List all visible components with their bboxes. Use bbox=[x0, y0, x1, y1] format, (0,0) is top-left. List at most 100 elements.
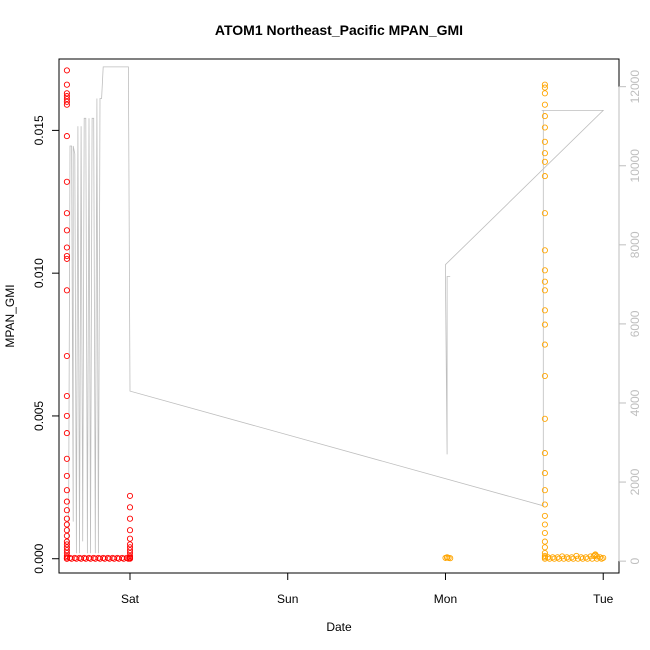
data-point bbox=[63, 538, 70, 545]
data-point bbox=[63, 541, 70, 548]
data-point bbox=[63, 67, 70, 74]
data-point bbox=[541, 81, 548, 88]
data-point bbox=[541, 84, 548, 91]
data-point bbox=[85, 554, 93, 561]
data-point bbox=[541, 113, 548, 120]
series-points-0 bbox=[63, 67, 134, 562]
data-point bbox=[546, 555, 553, 562]
data-point bbox=[63, 392, 70, 400]
data-point bbox=[63, 133, 70, 140]
data-point bbox=[541, 173, 548, 180]
data-point bbox=[541, 247, 548, 254]
chart-title: ATOM1 Northeast_Pacific MPAN_GMI bbox=[215, 22, 463, 38]
data-point bbox=[63, 178, 70, 185]
data-point bbox=[126, 547, 134, 554]
data-point bbox=[541, 101, 548, 108]
data-point bbox=[444, 554, 451, 561]
data-point bbox=[541, 278, 548, 285]
data-point bbox=[541, 150, 548, 157]
y2-tick-label: 4000 bbox=[628, 389, 642, 416]
data-point bbox=[592, 552, 599, 559]
data-point bbox=[63, 555, 70, 562]
data-point bbox=[76, 554, 83, 561]
data-point bbox=[100, 554, 107, 561]
data-point bbox=[63, 287, 70, 294]
data-point bbox=[63, 507, 70, 514]
series-layer bbox=[63, 66, 607, 562]
y2-tick-label: 6000 bbox=[628, 310, 642, 337]
y-tick-label: 0.000 bbox=[32, 543, 46, 573]
data-point bbox=[541, 372, 548, 380]
y2-axis: 0 2000 4000 6000 8000 10000 12000 bbox=[618, 70, 642, 564]
y2-tick-label: 2000 bbox=[628, 468, 642, 495]
y-tick-label: 0.005 bbox=[32, 401, 46, 431]
data-point bbox=[63, 549, 70, 557]
data-point bbox=[541, 544, 548, 551]
data-point bbox=[71, 554, 78, 561]
data-point bbox=[63, 244, 70, 251]
data-point bbox=[63, 412, 70, 419]
series-points-1 bbox=[442, 81, 607, 562]
y-tick-label: 0.010 bbox=[32, 258, 46, 288]
data-point bbox=[63, 547, 70, 554]
data-point bbox=[126, 492, 134, 499]
data-point bbox=[541, 124, 548, 131]
series-line bbox=[68, 66, 605, 554]
data-point bbox=[126, 535, 134, 542]
data-point bbox=[63, 521, 70, 528]
data-point bbox=[541, 487, 548, 494]
y-axis-label: MPAN_GMI bbox=[3, 284, 17, 347]
data-point bbox=[63, 93, 70, 100]
data-point bbox=[63, 255, 70, 262]
data-point bbox=[63, 95, 70, 103]
data-point bbox=[593, 553, 600, 560]
data-point bbox=[63, 455, 70, 462]
data-point bbox=[63, 90, 70, 97]
data-point bbox=[63, 210, 70, 217]
data-point bbox=[63, 227, 70, 234]
x-axis-label: Date bbox=[326, 620, 352, 634]
y-tick-label: 0.015 bbox=[32, 115, 46, 145]
data-point bbox=[126, 544, 134, 551]
x-tick-label: Sat bbox=[121, 592, 140, 606]
data-point bbox=[541, 267, 548, 274]
data-point bbox=[544, 554, 552, 561]
data-point bbox=[541, 90, 548, 97]
data-point bbox=[126, 515, 134, 522]
data-point bbox=[114, 554, 121, 561]
y-axis: 0.000 0.005 0.010 0.015 bbox=[32, 115, 60, 574]
x-tick-label: Mon bbox=[434, 592, 457, 606]
data-point bbox=[119, 554, 126, 561]
data-point bbox=[541, 529, 548, 537]
data-point bbox=[63, 515, 70, 522]
data-point bbox=[541, 307, 548, 314]
data-point bbox=[63, 252, 70, 260]
y2-tick-label: 10000 bbox=[628, 149, 642, 183]
data-point bbox=[126, 527, 134, 534]
data-point bbox=[63, 527, 70, 534]
data-point bbox=[126, 504, 134, 511]
y2-tick-label: 0 bbox=[628, 557, 642, 564]
data-point bbox=[126, 541, 134, 548]
data-point bbox=[541, 450, 548, 457]
y2-tick-label: 8000 bbox=[628, 231, 642, 258]
data-point bbox=[126, 555, 134, 562]
data-point bbox=[63, 101, 70, 108]
data-point bbox=[600, 554, 607, 561]
data-point bbox=[447, 555, 454, 562]
data-point bbox=[63, 98, 70, 105]
data-point bbox=[63, 532, 70, 539]
data-point bbox=[541, 538, 548, 545]
data-point bbox=[541, 341, 548, 348]
data-point bbox=[63, 544, 70, 551]
data-point bbox=[541, 415, 548, 422]
data-point bbox=[63, 487, 70, 494]
data-point bbox=[541, 321, 548, 328]
data-point bbox=[541, 549, 548, 557]
data-point bbox=[123, 554, 130, 561]
data-point bbox=[541, 470, 548, 477]
x-tick-label: Tue bbox=[593, 592, 614, 606]
data-point bbox=[541, 501, 548, 508]
